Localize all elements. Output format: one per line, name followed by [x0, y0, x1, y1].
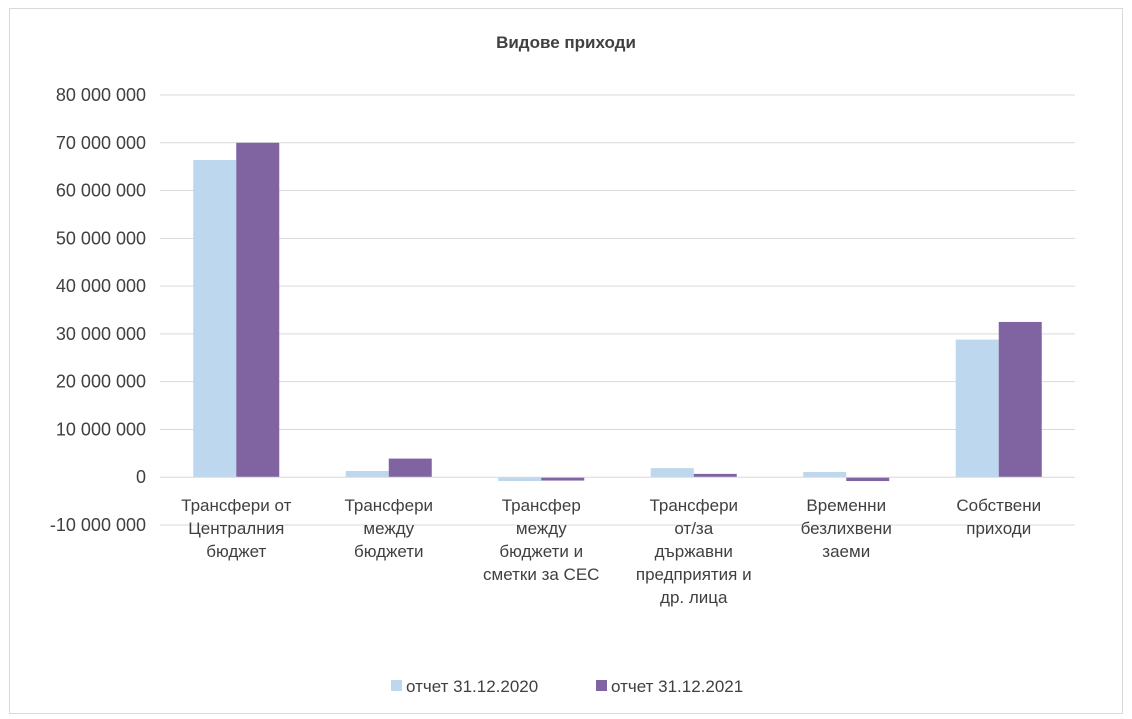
x-category-label: бюджет: [206, 542, 266, 561]
legend: отчет 31.12.2020 отчет 31.12.2021: [391, 677, 743, 696]
x-category-label: Временни: [806, 496, 886, 515]
bar-series-1-cat-1: [193, 159, 237, 478]
y-tick-label: 10 000 000: [56, 419, 146, 439]
bar-series-1-cat-2: [345, 471, 389, 478]
y-tick-label: 0: [136, 467, 146, 487]
gridlines: [160, 94, 1075, 526]
legend-label-1: отчет 31.12.2020: [406, 677, 538, 696]
bar-series-1-cat-6: [955, 339, 999, 478]
bar-series-2-cat-1: [236, 142, 280, 478]
x-category-label: приходи: [966, 519, 1031, 538]
x-category-label: Трансфер: [502, 496, 581, 515]
y-tick-label: 30 000 000: [56, 324, 146, 344]
x-category-label: между: [516, 519, 567, 538]
y-tick-label: 60 000 000: [56, 181, 146, 201]
x-category-label: между: [363, 519, 414, 538]
y-axis-tick-labels: 80 000 000 70 000 000 60 000 000 50 000 000…: [50, 85, 146, 535]
y-tick-label: 80 000 000: [56, 85, 146, 105]
y-tick-label: 70 000 000: [56, 133, 146, 153]
x-axis-category-labels: Трансфери от Централния бюджет Трансфери меж…: [181, 496, 1041, 607]
x-category-label: Трансфери от: [181, 496, 291, 515]
bar-series-2-cat-5: [846, 477, 890, 482]
x-category-label: държавни: [655, 542, 733, 561]
x-category-label: бюджети: [354, 542, 424, 561]
legend-swatch-2: [596, 680, 607, 691]
bar-series-1-cat-4: [650, 468, 694, 478]
bar-series-2-cat-2: [388, 458, 432, 478]
legend-swatch-1: [391, 680, 402, 691]
x-category-label: др. лица: [660, 588, 728, 607]
y-tick-label: 50 000 000: [56, 228, 146, 248]
bar-series-1-cat-3: [498, 477, 542, 482]
bars: [193, 142, 1042, 482]
x-category-label: Централния: [188, 519, 284, 538]
y-tick-label: -10 000 000: [50, 515, 146, 535]
bar-series-2-cat-3: [541, 477, 585, 481]
x-category-label: бюджети и: [499, 542, 583, 561]
bar-series-1-cat-5: [803, 471, 847, 478]
x-category-label: безлихвени: [801, 519, 892, 538]
x-category-label: Трансфери: [344, 496, 433, 515]
y-tick-label: 20 000 000: [56, 372, 146, 392]
bar-series-2-cat-4: [693, 473, 737, 478]
x-category-label: от/за: [674, 519, 713, 538]
bar-series-2-cat-6: [998, 321, 1042, 478]
x-category-label: сметки за СЕС: [483, 565, 599, 584]
legend-label-2: отчет 31.12.2021: [611, 677, 743, 696]
x-category-label: Трансфери: [649, 496, 738, 515]
y-tick-label: 40 000 000: [56, 276, 146, 296]
x-category-label: заеми: [822, 542, 870, 561]
chart-title: Видове приходи: [496, 33, 636, 52]
x-category-label: Собствени: [956, 496, 1041, 515]
x-category-label: предприятия и: [636, 565, 752, 584]
